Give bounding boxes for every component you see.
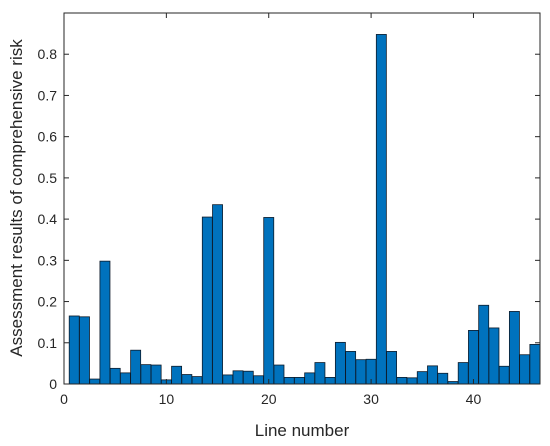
bar-line-13 <box>191 376 203 385</box>
y-tick-label: 0.5 <box>38 170 58 186</box>
bar-line-19 <box>253 375 264 385</box>
bar-line-17 <box>232 370 244 385</box>
bar-line-23 <box>294 376 305 385</box>
y-tick-label: 0.8 <box>38 46 58 62</box>
bar-line-36 <box>427 365 438 385</box>
bar-line-27 <box>334 341 346 385</box>
bar-line-14 <box>201 216 213 385</box>
bar-line-31 <box>375 34 387 385</box>
bar-line-16 <box>222 374 234 385</box>
x-tick-label: 20 <box>261 391 277 407</box>
bar-line-15 <box>212 204 223 385</box>
bar-line-37 <box>437 372 449 385</box>
bar-line-43 <box>498 365 510 385</box>
bar-line-3 <box>89 378 101 385</box>
plot-area <box>64 13 540 384</box>
bar-line-40 <box>468 330 479 385</box>
bar-line-26 <box>324 376 336 385</box>
x-axis-ticks: 0 10 20 30 40 <box>60 13 481 407</box>
bar-line-35 <box>416 371 428 385</box>
bar-line-42 <box>488 327 500 385</box>
bar-line-22 <box>283 376 295 385</box>
bar-line-1 <box>68 315 80 385</box>
bar-line-11 <box>171 365 183 385</box>
bar-line-34 <box>406 377 418 385</box>
bar-line-18 <box>242 370 254 385</box>
bar-line-25 <box>314 362 326 385</box>
bar-line-24 <box>304 372 316 385</box>
y-tick-label: 0.7 <box>38 87 58 103</box>
bar-line-4 <box>99 260 111 385</box>
x-tick-label: 30 <box>363 391 379 407</box>
bar-line-21 <box>273 364 285 385</box>
x-tick-label: 40 <box>466 391 482 407</box>
y-tick-label: 0.4 <box>38 211 58 227</box>
bar-line-32 <box>386 351 397 385</box>
bar-line-39 <box>457 362 469 385</box>
x-tick-label: 0 <box>60 391 68 407</box>
y-axis-ticks: 0 0.1 0.2 0.3 0.4 0.5 0.6 0.7 0.8 <box>38 46 540 392</box>
y-tick-label: 0.3 <box>38 252 58 268</box>
bar-line-20 <box>263 217 275 385</box>
bar-line-28 <box>345 351 357 385</box>
bar-line-5 <box>109 367 121 385</box>
y-axis-label: Assessment results of comprehensive risk <box>7 39 26 357</box>
bar-line-12 <box>181 374 193 385</box>
bar-line-29 <box>355 359 367 385</box>
bars-group <box>68 34 541 385</box>
y-tick-label: 0.2 <box>38 294 58 310</box>
bar-line-2 <box>79 316 90 385</box>
bar-line-41 <box>478 304 490 385</box>
x-tick-label: 10 <box>159 391 175 407</box>
plot-frame <box>63 12 541 385</box>
x-axis-label: Line number <box>255 421 350 440</box>
y-tick-label: 0 <box>49 376 57 392</box>
bar-line-46 <box>529 344 541 385</box>
bar-line-33 <box>396 376 408 385</box>
bar-line-7 <box>130 349 142 385</box>
bar-line-9 <box>150 364 162 385</box>
bar-line-6 <box>120 372 131 385</box>
y-tick-label: 0.6 <box>38 129 58 145</box>
bar-line-8 <box>140 364 152 385</box>
bar-line-44 <box>508 311 520 385</box>
bar-line-45 <box>519 354 531 385</box>
y-tick-label: 0.1 <box>38 335 58 351</box>
